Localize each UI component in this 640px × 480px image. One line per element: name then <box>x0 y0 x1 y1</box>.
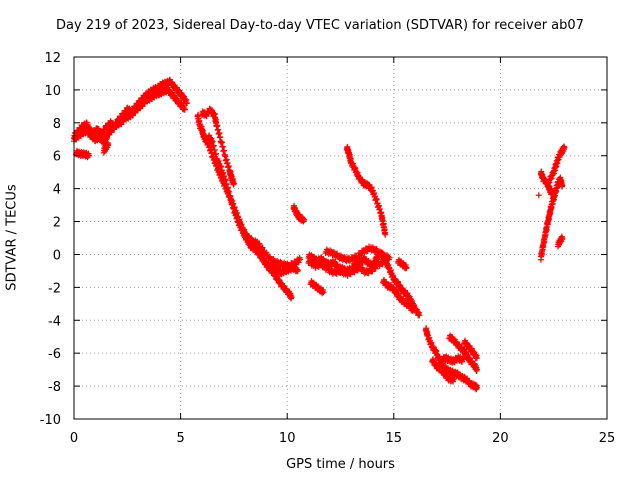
y-tick-label: -8 <box>48 380 61 395</box>
data-point <box>416 312 423 319</box>
data-point <box>183 100 190 107</box>
data-point <box>288 294 295 301</box>
data-series-segment <box>395 256 410 272</box>
x-tick-label: 15 <box>386 431 403 446</box>
y-tick-label: 6 <box>53 150 61 165</box>
data-series-segment <box>73 147 92 161</box>
data-point <box>296 256 303 263</box>
data-series-segment <box>461 337 480 362</box>
data-point <box>277 258 284 265</box>
data-point <box>450 376 457 383</box>
x-axis-label: GPS time / hours <box>286 457 395 472</box>
data-point <box>403 264 410 271</box>
x-tick-label: 5 <box>176 431 184 446</box>
y-axis-label: SDTVAR / TECUs <box>4 184 20 291</box>
data-point <box>301 216 308 223</box>
data-point <box>263 249 270 256</box>
data-point <box>559 182 566 189</box>
data-series-segment <box>322 243 393 265</box>
data-series-segment <box>537 174 566 263</box>
data-series-segment <box>198 105 237 188</box>
axis-ticks: 0 5 10 15 20 25 -10 -8 -6 -4 -2 0 2 4 6 8 10 12 <box>40 51 616 446</box>
y-tick-label: 10 <box>44 84 61 99</box>
data-point <box>256 240 263 247</box>
y-tick-label: -6 <box>48 347 61 362</box>
y-tick-label: -2 <box>48 281 61 296</box>
data-point <box>386 254 393 261</box>
data-point <box>259 244 266 251</box>
data-series-segment <box>537 168 555 198</box>
y-tick-label: 2 <box>53 216 61 231</box>
data-points <box>71 76 568 393</box>
y-tick-label: 4 <box>53 183 61 198</box>
y-tick-label: 8 <box>53 117 61 132</box>
data-series-segment <box>290 202 308 225</box>
data-series-segment <box>307 278 327 297</box>
data-series-segment <box>247 236 303 271</box>
data-point <box>559 235 566 241</box>
y-tick-label: 12 <box>44 51 61 66</box>
data-series-segment <box>554 233 566 250</box>
data-point <box>382 231 389 238</box>
data-point <box>535 192 542 199</box>
x-tick-label: 25 <box>599 431 616 446</box>
data-point <box>473 355 480 362</box>
y-tick-label: -10 <box>40 413 61 428</box>
plot-frame <box>73 56 608 420</box>
data-series-segment <box>305 256 389 279</box>
data-point <box>473 366 480 373</box>
data-series-segment <box>205 132 301 278</box>
x-tick-label: 10 <box>279 431 296 446</box>
data-point <box>294 267 301 274</box>
x-tick-label: 0 <box>70 431 78 446</box>
data-series-segment <box>446 332 470 358</box>
data-point <box>473 384 480 391</box>
chart-title: Day 219 of 2023, Sidereal Day-to-day VTE… <box>56 18 584 33</box>
data-series-segment <box>343 143 389 238</box>
data-series-segment <box>546 143 568 186</box>
data-series-segment <box>422 325 480 393</box>
data-series-segment <box>535 192 542 199</box>
data-point <box>181 106 188 113</box>
gridlines <box>74 57 607 419</box>
data-point <box>85 152 92 159</box>
data-point <box>409 307 416 314</box>
data-series-segment <box>71 85 188 147</box>
x-tick-label: 20 <box>492 431 509 446</box>
data-point <box>385 253 392 260</box>
data-series-segment <box>380 276 416 314</box>
data-point <box>230 180 237 187</box>
data-point <box>561 144 568 151</box>
data-point <box>105 141 112 148</box>
y-tick-label: 0 <box>53 248 61 263</box>
y-tick-label: -4 <box>48 314 61 329</box>
data-series-segment <box>437 350 480 374</box>
data-point <box>463 350 470 357</box>
data-series-segment <box>429 356 457 385</box>
data-series-segment <box>100 139 112 156</box>
data-point <box>320 289 327 296</box>
